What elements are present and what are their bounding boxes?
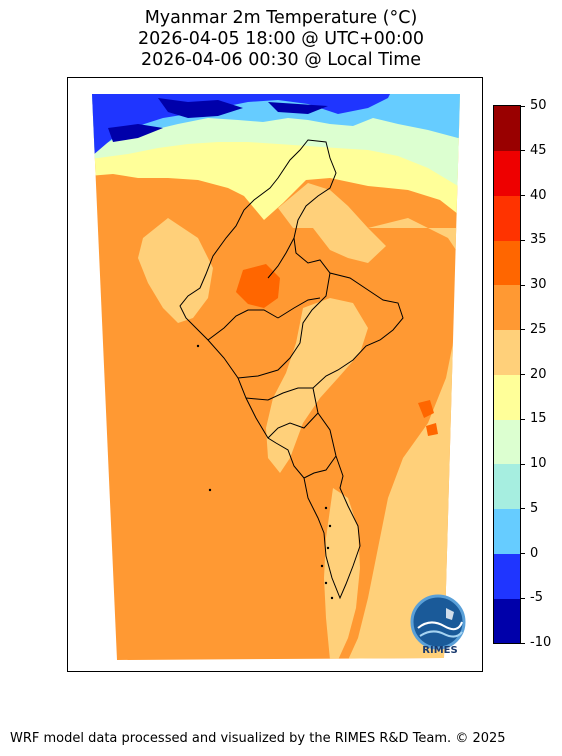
temperature-field-very-cold: [92, 94, 398, 158]
state-border-5: [277, 297, 321, 319]
colorbar-tick-label: 30: [530, 277, 547, 292]
colorbar-segment: [494, 464, 520, 509]
colorbar-tick-label: 40: [530, 187, 547, 203]
colorbar-tick-label: -5: [530, 590, 543, 606]
temperature-field-mild-central: [266, 298, 368, 473]
colorbar-segment: [494, 106, 520, 151]
colorbar-tick: [521, 195, 525, 196]
colorbar-tick: [521, 597, 525, 599]
colorbar-tick-label: 0: [530, 545, 539, 561]
colorbar-segment: [494, 419, 520, 465]
colorbar-tick-label: 5: [530, 500, 539, 516]
temperature-field-hot-spot: [236, 264, 280, 308]
temperature-field-mild-east: [348, 218, 460, 660]
colorbar-tick-label: -10: [530, 635, 552, 650]
rimes-logo-text: RIMES: [422, 645, 458, 656]
colorbar-segment: [494, 598, 520, 644]
state-border-7: [207, 309, 279, 341]
colorbar-tick-label: 10: [530, 456, 547, 471]
footer-credit: WRF model data processed and visualized …: [10, 731, 506, 746]
colorbar-tick-label: 45: [530, 142, 547, 158]
colorbar-segment: [494, 329, 520, 375]
colorbar-tick: [521, 239, 525, 241]
temperature-field-mild-west: [138, 218, 213, 323]
temperature-map: [92, 94, 460, 660]
colorbar-tick: [521, 553, 525, 554]
rimes-logo: RIMES: [408, 592, 472, 660]
colorbar-segment: [494, 285, 520, 330]
state-border-2: [245, 387, 313, 401]
colorbar-segment: [494, 240, 520, 286]
colorbar-tick-label: 25: [530, 321, 547, 337]
temperature-field-mild-north: [278, 183, 386, 263]
colorbar-tick-label: 35: [530, 232, 547, 248]
colorbar-tick: [521, 463, 525, 465]
state-border-6: [267, 237, 295, 279]
title-line-3: 2026-04-06 00:30 @ Local Time: [140, 50, 422, 70]
colorbar-tick: [521, 150, 525, 152]
state-border-3: [267, 412, 319, 439]
colorbar-tick-label: 15: [530, 411, 547, 427]
colorbar-tick: [521, 329, 525, 331]
colorbar-segment: [494, 374, 520, 420]
myanmar-border: [179, 139, 404, 600]
rimes-globe-logo-icon: [410, 594, 466, 650]
map-panel: [67, 77, 483, 672]
state-border-4: [303, 455, 337, 479]
chart-title: Myanmar 2m Temperature (°C) 2026-04-05 1…: [0, 8, 562, 71]
colorbar: [493, 105, 521, 644]
state-border-1: [237, 272, 331, 379]
title-line-2: 2026-04-05 18:00 @ UTC+00:00: [137, 29, 425, 49]
colorbar-segment: [494, 150, 520, 196]
temperature-field-mild-south: [324, 488, 360, 660]
colorbar-tick-label: 50: [530, 98, 547, 113]
colorbar-tick: [521, 105, 525, 107]
colorbar-tick: [521, 508, 525, 510]
colorbar-segment: [494, 553, 520, 599]
title-line-1: Myanmar 2m Temperature (°C): [144, 8, 418, 28]
temperature-field-hot-spot-2: [418, 400, 438, 436]
colorbar-segment: [494, 195, 520, 241]
colorbar-tick: [521, 284, 525, 286]
colorbar-segment: [494, 508, 520, 554]
colorbar-tick: [521, 642, 525, 644]
colorbar-tick-label: 20: [530, 366, 547, 382]
colorbar-tick: [521, 418, 525, 420]
temperature-field-coldest: [108, 98, 328, 142]
colorbar-tick: [521, 374, 525, 375]
